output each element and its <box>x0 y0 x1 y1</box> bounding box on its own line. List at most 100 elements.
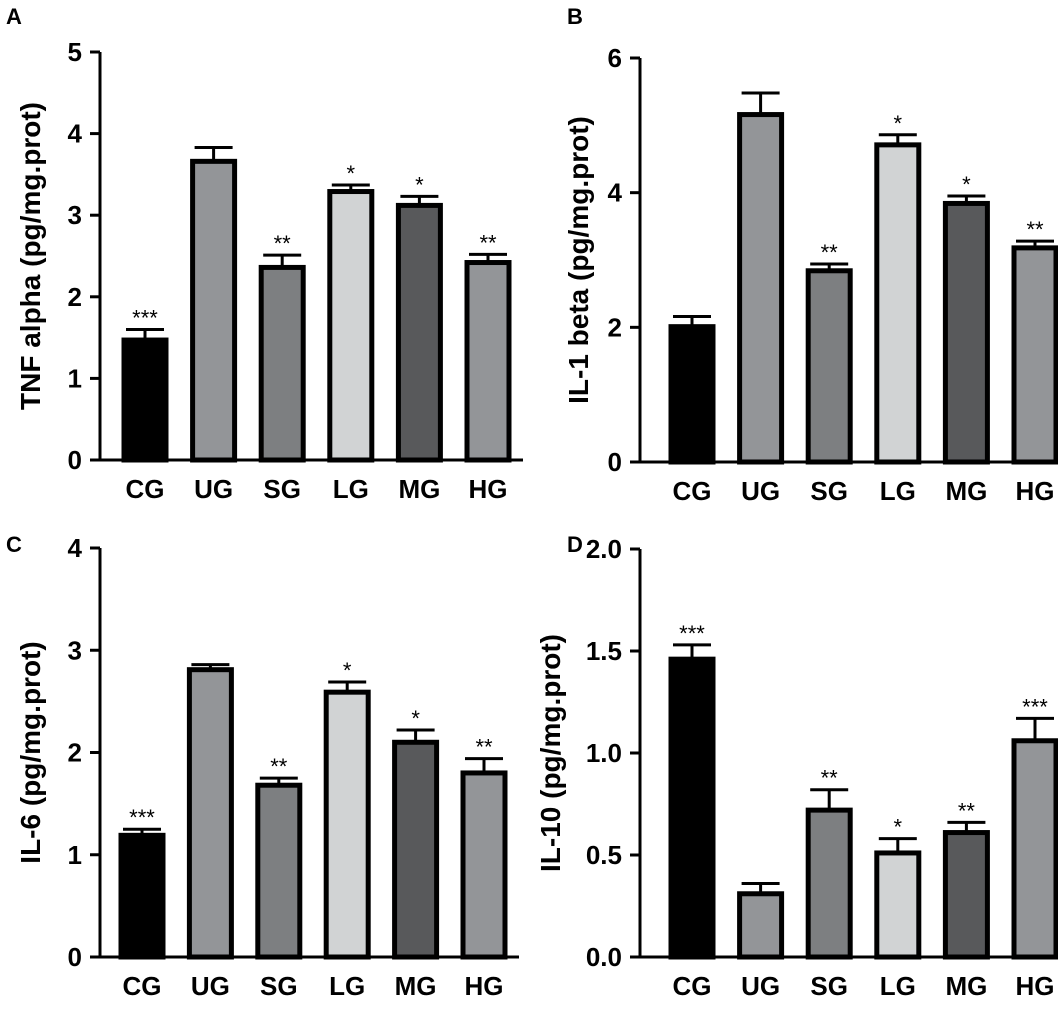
y-tick-label: 1 <box>68 840 82 870</box>
significance-label: *** <box>132 305 158 330</box>
significance-label: ** <box>475 735 493 760</box>
x-tick-label: HG <box>1016 476 1055 506</box>
significance-label: *** <box>129 805 155 830</box>
bar-cg <box>668 324 716 465</box>
bar-mg <box>942 830 990 960</box>
bar-mg <box>392 739 440 960</box>
y-tick-label: 0.5 <box>586 840 622 870</box>
significance-label: *** <box>1022 694 1048 719</box>
panel-letter: B <box>567 4 583 29</box>
significance-label: * <box>411 706 420 731</box>
y-tick-label: 6 <box>608 43 622 73</box>
panel-letter: C <box>6 532 22 557</box>
bar-ug <box>737 891 785 960</box>
y-tick-label: 4 <box>68 119 83 149</box>
chart-panel-a: A TNF alpha (pg/mg.prot) *** CG UG ** SG * LG * MG… <box>6 4 523 504</box>
bar-ug <box>737 112 785 465</box>
significance-label: ** <box>958 798 976 823</box>
y-tick-label: 0 <box>608 447 622 477</box>
x-tick-label: SG <box>263 474 301 504</box>
bar-hg <box>464 260 512 463</box>
bar-cg <box>668 656 716 960</box>
significance-label: * <box>343 658 352 683</box>
y-tick-label: 0 <box>68 942 82 972</box>
chart-panel-d: D IL-10 (pg/mg.prot) *** CG UG ** SG * LG ** MG ***… <box>535 532 1058 1001</box>
y-tick-label: 3 <box>68 635 82 665</box>
bar-lg <box>874 850 922 960</box>
y-tick-label: 1.5 <box>586 636 622 666</box>
significance-label: *** <box>679 621 705 646</box>
significance-label: ** <box>479 230 497 255</box>
y-tick-label: 1 <box>68 363 82 393</box>
x-tick-label: LG <box>880 971 916 1001</box>
significance-label: * <box>415 172 424 197</box>
bar-lg <box>327 189 375 463</box>
significance-label: ** <box>821 766 839 791</box>
y-tick-label: 1.0 <box>586 738 622 768</box>
bar-lg <box>323 689 371 960</box>
x-tick-label: SG <box>810 476 848 506</box>
y-tick-label: 2.0 <box>586 534 622 564</box>
bar-cg <box>121 337 169 463</box>
bar-hg <box>1011 738 1058 960</box>
chart-panel-b: B IL-1 beta (pg/mg.prot) CG UG ** SG * LG * MG ** H… <box>563 4 1058 506</box>
bar-mg <box>395 202 443 463</box>
x-tick-label: SG <box>810 971 848 1001</box>
significance-label: * <box>347 161 356 186</box>
x-tick-label: UG <box>191 971 230 1001</box>
y-tick-label: 4 <box>68 533 83 563</box>
y-axis-label: IL-6 (pg/mg.prot) <box>15 641 46 863</box>
x-tick-label: LG <box>329 971 365 1001</box>
bar-ug <box>190 158 238 463</box>
x-tick-label: MG <box>945 971 987 1001</box>
x-tick-label: UG <box>194 474 233 504</box>
y-tick-label: 3 <box>68 200 82 230</box>
x-tick-label: CG <box>123 971 162 1001</box>
x-tick-label: MG <box>398 474 440 504</box>
bar-sg <box>255 782 303 960</box>
panel-letter: A <box>6 4 22 29</box>
bar-sg <box>805 807 853 960</box>
bar-cg <box>118 832 166 960</box>
x-tick-label: HG <box>469 474 508 504</box>
x-tick-label: LG <box>880 476 916 506</box>
x-tick-label: UG <box>741 971 780 1001</box>
significance-label: ** <box>1026 217 1044 242</box>
significance-label: ** <box>270 754 288 779</box>
y-tick-label: 0.0 <box>586 942 622 972</box>
bar-sg <box>805 268 853 465</box>
y-axis-label: IL-1 beta (pg/mg.prot) <box>563 116 594 404</box>
significance-label: * <box>894 111 903 136</box>
significance-label: * <box>962 172 971 197</box>
y-tick-label: 5 <box>68 37 82 67</box>
significance-label: * <box>894 815 903 840</box>
y-tick-label: 0 <box>68 445 82 475</box>
bar-ug <box>186 667 234 960</box>
bar-hg <box>1011 245 1058 465</box>
y-tick-label: 2 <box>68 738 82 768</box>
bar-mg <box>942 200 990 465</box>
chart-panel-c: C IL-6 (pg/mg.prot) *** CG UG ** SG * LG * MG ** HG 0… <box>6 532 519 1001</box>
bar-hg <box>460 770 508 960</box>
x-tick-label: MG <box>395 971 437 1001</box>
panel-letter: D <box>567 532 583 557</box>
x-tick-label: SG <box>260 971 298 1001</box>
y-tick-label: 2 <box>68 282 82 312</box>
bar-lg <box>874 142 922 465</box>
x-tick-label: HG <box>1016 971 1055 1001</box>
x-tick-label: LG <box>333 474 369 504</box>
y-axis-label: TNF alpha (pg/mg.prot) <box>15 102 46 410</box>
significance-label: ** <box>274 231 292 256</box>
bar-sg <box>258 264 306 463</box>
x-tick-label: CG <box>673 476 712 506</box>
x-tick-label: HG <box>465 971 504 1001</box>
significance-label: ** <box>821 240 839 265</box>
x-tick-label: MG <box>945 476 987 506</box>
y-axis-label: IL-10 (pg/mg.prot) <box>535 634 566 872</box>
y-tick-label: 4 <box>608 178 623 208</box>
x-tick-label: UG <box>741 476 780 506</box>
x-tick-label: CG <box>673 971 712 1001</box>
x-tick-label: CG <box>126 474 165 504</box>
y-tick-label: 2 <box>608 312 622 342</box>
